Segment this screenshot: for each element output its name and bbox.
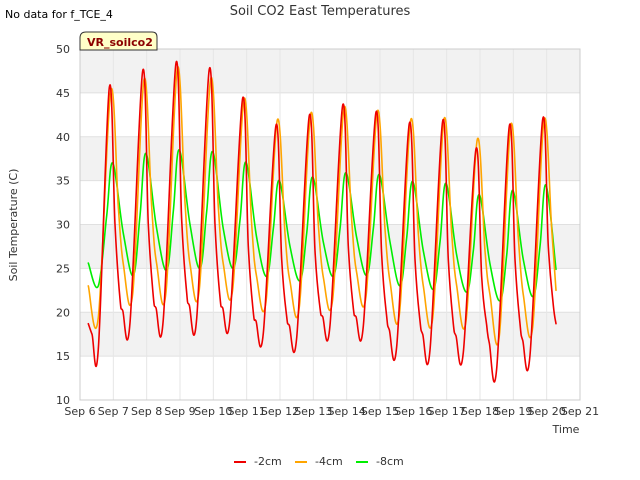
y-axis-label: Soil Temperature (C) (7, 169, 20, 282)
x-tick-label: Sep 9 (164, 405, 195, 418)
legend-label: -4cm (315, 455, 343, 468)
x-tick-label: Sep 20 (528, 405, 566, 418)
plot-band (80, 92, 580, 137)
y-tick-label: 45 (56, 87, 70, 100)
y-tick-label: 35 (56, 175, 70, 188)
x-axis-label: Time (552, 423, 580, 436)
y-tick-label: 25 (56, 262, 70, 275)
series-line-2cm (87, 60, 557, 383)
y-tick-label: 50 (56, 43, 70, 56)
x-tick-label: Sep 7 (98, 405, 129, 418)
plot-band (80, 136, 580, 181)
x-tick-label: Sep 13 (294, 405, 332, 418)
x-tick-label: Sep 19 (494, 405, 532, 418)
y-tick-label: 10 (56, 394, 70, 407)
y-axis-ticks: 10 15 20 25 30 35 40 45 50 (56, 43, 70, 407)
x-tick-label: Sep 12 (261, 405, 299, 418)
x-tick-label: Sep 17 (428, 405, 466, 418)
plot-band (80, 180, 580, 225)
plot-band (80, 356, 580, 400)
x-tick-label: Sep 10 (194, 405, 232, 418)
x-tick-label: Sep 6 (64, 405, 95, 418)
series-line-4cm (87, 66, 557, 346)
plot-background-bands (80, 49, 580, 400)
legend-label: -2cm (254, 455, 282, 468)
x-tick-label: Sep 11 (228, 405, 266, 418)
y-tick-label: 40 (56, 131, 70, 144)
vr-soilco2-badge: VR_soilco2 (79, 31, 158, 51)
y-tick-label: 15 (56, 350, 70, 363)
legend-label: -8cm (376, 455, 404, 468)
x-tick-label: Sep 15 (361, 405, 399, 418)
x-tick-label: Sep 8 (131, 405, 162, 418)
plot-band (80, 49, 580, 93)
x-tick-label: Sep 16 (394, 405, 432, 418)
plot-frame (79, 48, 581, 401)
badge-box (79, 31, 158, 51)
y-tick-label: 30 (56, 219, 70, 232)
chart-title: Soil CO2 East Temperatures (230, 4, 411, 19)
badge-label: VR_soilco2 (87, 36, 153, 49)
no-data-note: No data for f_TCE_4 (5, 8, 113, 21)
plot-band (80, 224, 580, 269)
x-tick-label: Sep 18 (461, 405, 499, 418)
legend: -2cm -4cm -8cm (234, 455, 404, 468)
x-tick-label: Sep 14 (328, 405, 366, 418)
series-layer (87, 60, 557, 383)
y-tick-label: 20 (56, 306, 70, 319)
x-tick-label: Sep 21 (561, 405, 599, 418)
